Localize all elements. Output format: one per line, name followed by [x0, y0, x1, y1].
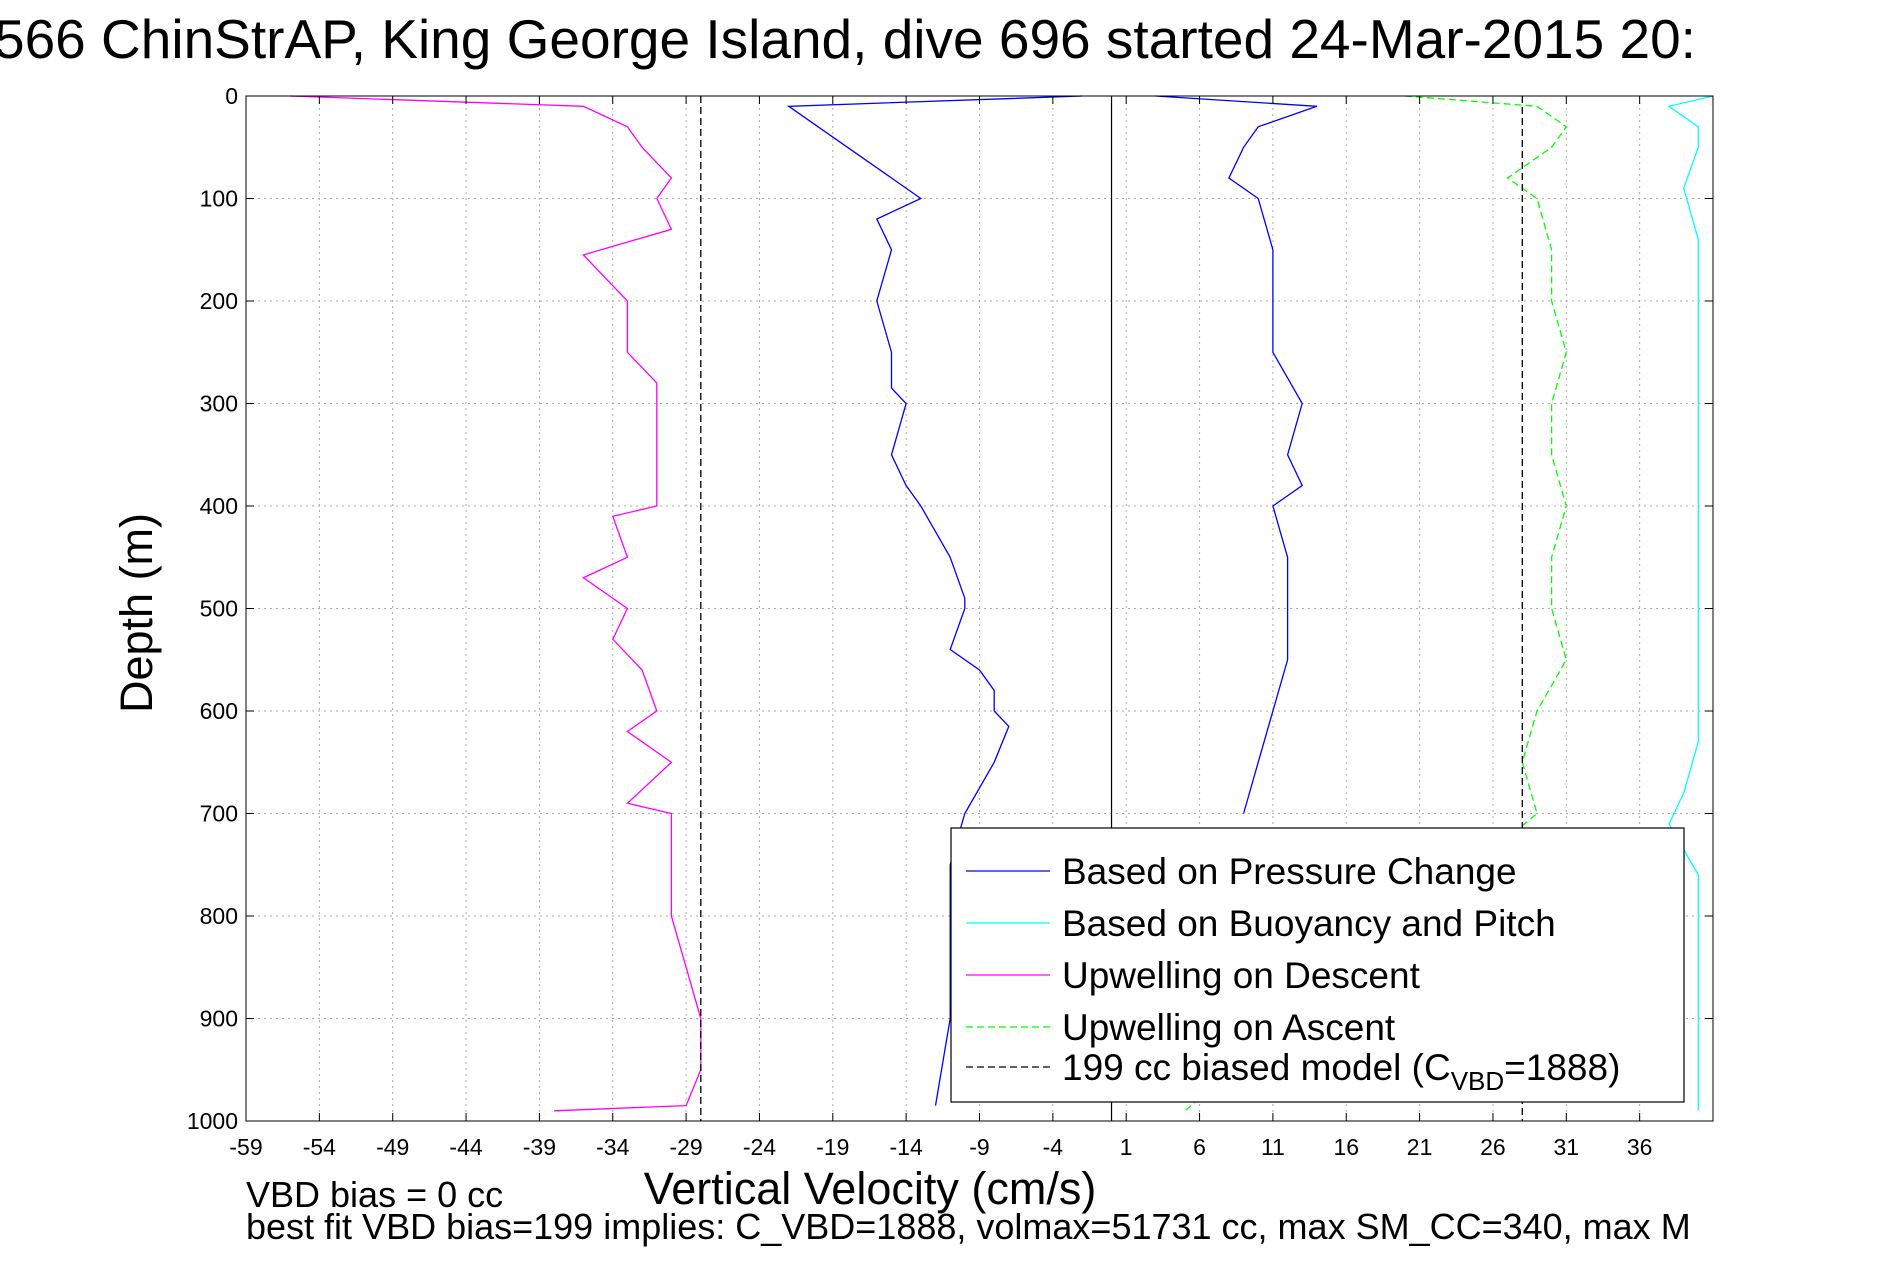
y-tick-label: 500: [200, 596, 238, 622]
y-tick-label: 800: [200, 903, 238, 929]
x-tick-label: 26: [1480, 1134, 1506, 1160]
y-tick-label: 600: [200, 698, 238, 724]
x-tick-label: -4: [1043, 1134, 1064, 1160]
y-tick-label: 400: [200, 493, 238, 519]
annotation-vbd-bias: VBD bias = 0 cc: [246, 1174, 503, 1215]
x-tick-label: 31: [1554, 1134, 1580, 1160]
legend-label: Based on Buoyancy and Pitch: [1062, 903, 1556, 944]
x-tick-label: -34: [596, 1134, 629, 1160]
x-tick-label: -49: [376, 1134, 409, 1160]
series-line-based-on-pressure-change: [1155, 95, 1318, 814]
x-axis-label: Vertical Velocity (cm/s): [644, 1163, 1097, 1214]
x-tick-label: 21: [1407, 1134, 1433, 1160]
x-tick-label: -39: [523, 1134, 556, 1160]
x-tick-label: -19: [816, 1134, 849, 1160]
axis-ticks: -59 -54 -49 -44 -39 -34 -29 -24 -19 -14 -9 -4 1 6 11 16…: [187, 83, 1713, 1160]
y-tick-label: 200: [200, 288, 238, 314]
x-tick-label: -9: [969, 1134, 989, 1160]
x-tick-label: -29: [669, 1134, 702, 1160]
y-tick-label: 0: [225, 83, 238, 109]
y-tick-label: 1000: [187, 1108, 238, 1134]
y-tick-label: 700: [200, 801, 238, 827]
annotation-best-fit: best fit VBD bias=199 implies: C_VBD=188…: [246, 1206, 1691, 1247]
series-line-based-on-buoyancy-and-pitch: [1667, 95, 1714, 1111]
x-tick-label: -24: [743, 1134, 776, 1160]
x-tick-label: 6: [1193, 1134, 1206, 1160]
legend-box: [950, 827, 1685, 1103]
legend-label: 199 cc biased model (CVBD=1888): [1062, 1047, 1620, 1096]
x-tick-label: 1: [1120, 1134, 1133, 1160]
legend-label: Upwelling on Ascent: [1062, 1007, 1396, 1048]
legend: Based on Pressure Change Based on Buoyanc…: [950, 827, 1685, 1103]
y-tick-label: 900: [200, 1006, 238, 1032]
legend-label: Based on Pressure Change: [1062, 851, 1517, 892]
y-tick-label: 100: [200, 186, 238, 212]
legend-label: Upwelling on Descent: [1062, 955, 1421, 996]
x-tick-label: -44: [449, 1134, 482, 1160]
series-line-upwelling-on-ascent: [1184, 95, 1568, 1112]
x-tick-label: -54: [303, 1134, 336, 1160]
y-axis-label: Depth (m): [111, 513, 162, 713]
x-tick-label: 16: [1333, 1134, 1359, 1160]
chart-title: 566 ChinStrAP, King George Island, dive …: [0, 8, 1696, 70]
x-tick-label: -14: [890, 1134, 923, 1160]
x-tick-label: 36: [1627, 1134, 1653, 1160]
x-tick-label: -59: [229, 1134, 262, 1160]
series-line-upwelling-on-descent: [289, 95, 702, 1112]
x-tick-label: 11: [1261, 1134, 1285, 1160]
series-line-based-on-pressure-change: [786, 95, 1083, 1106]
y-tick-label: 300: [200, 391, 238, 417]
